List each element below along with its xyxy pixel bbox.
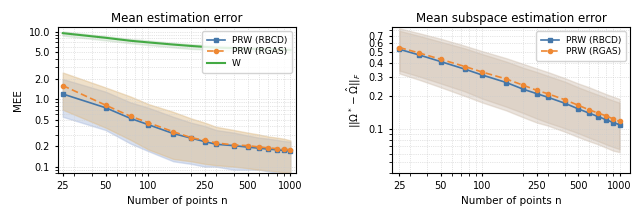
W [170,43,177,46]
PRW (RBCD) [230,144,237,147]
PRW (RGAS) [287,149,294,151]
PRW (RGAS) [609,118,617,120]
W [287,49,294,51]
PRW (RGAS) [544,92,552,95]
W [230,47,237,50]
PRW (RGAS) [212,142,220,144]
PRW (RGAS) [574,104,582,107]
Line: PRW (RBCD): PRW (RBCD) [397,48,621,126]
PRW (RBCD) [520,88,527,91]
PRW (RBCD) [280,149,288,152]
PRW (RGAS) [602,115,610,117]
W [273,48,280,51]
PRW (RGAS) [616,120,623,123]
PRW (RGAS) [102,104,109,106]
PRW (RGAS) [59,84,67,87]
Y-axis label: MEE: MEE [13,89,23,111]
PRW (RGAS) [461,65,468,68]
PRW (RGAS) [561,98,569,101]
W [145,41,152,44]
PRW (RBCD) [170,132,177,135]
PRW (RGAS) [127,115,134,118]
PRW (RBCD) [127,117,134,120]
W [244,47,252,50]
X-axis label: Number of points n: Number of points n [461,196,561,206]
PRW (RGAS) [255,146,262,148]
W [59,32,67,34]
PRW (RGAS) [533,89,541,92]
PRW (RBCD) [102,106,109,109]
W [201,46,209,48]
PRW (RGAS) [280,148,288,151]
Legend: PRW (RBCD), PRW (RGAS): PRW (RBCD), PRW (RGAS) [536,31,626,61]
Y-axis label: $||\Omega^* - \hat{\Omega}||_F$: $||\Omega^* - \hat{\Omega}||_F$ [345,72,363,128]
PRW (RBCD) [287,150,294,153]
PRW (RBCD) [437,60,445,63]
PRW (RGAS) [145,121,152,124]
PRW (RBCD) [396,48,403,51]
Title: Mean subspace estimation error: Mean subspace estimation error [415,12,607,26]
PRW (RBCD) [244,146,252,149]
PRW (RBCD) [478,74,486,76]
PRW (RGAS) [437,58,445,61]
PRW (RGAS) [415,52,423,54]
PRW (RGAS) [585,109,593,111]
Line: PRW (RGAS): PRW (RGAS) [397,46,621,123]
PRW (RGAS) [595,112,602,114]
W [102,36,109,39]
PRW (RBCD) [502,81,510,84]
W [127,40,134,42]
Line: W: W [63,33,291,50]
W [188,45,195,47]
PRW (RBCD) [188,137,195,139]
PRW (RBCD) [461,68,468,71]
PRW (RBCD) [602,118,610,121]
PRW (RGAS) [201,139,209,142]
PRW (RBCD) [595,115,602,118]
PRW (RGAS) [502,78,510,80]
W [212,46,220,49]
PRW (RBCD) [415,54,423,56]
Title: Mean estimation error: Mean estimation error [111,12,243,26]
Line: PRW (RBCD): PRW (RBCD) [61,92,292,153]
PRW (RGAS) [188,136,195,139]
W [264,48,272,51]
W [280,48,288,51]
PRW (RBCD) [273,149,280,151]
PRW (RBCD) [544,96,552,99]
PRW (RGAS) [396,46,403,49]
PRW (RGAS) [264,147,272,149]
PRW (RBCD) [585,112,593,114]
PRW (RBCD) [255,147,262,149]
X-axis label: Number of points n: Number of points n [127,196,227,206]
PRW (RBCD) [574,107,582,110]
Line: PRW (RGAS): PRW (RGAS) [61,83,292,152]
PRW (RBCD) [533,92,541,95]
PRW (RBCD) [201,140,209,143]
PRW (RGAS) [478,71,486,73]
PRW (RGAS) [230,144,237,146]
PRW (RBCD) [616,123,623,126]
PRW (RBCD) [59,93,67,95]
PRW (RBCD) [212,143,220,146]
PRW (RGAS) [273,147,280,150]
Legend: PRW (RBCD), PRW (RGAS), W: PRW (RBCD), PRW (RGAS), W [202,31,292,73]
W [255,48,262,50]
PRW (RBCD) [264,148,272,151]
PRW (RGAS) [244,144,252,147]
PRW (RBCD) [561,102,569,105]
PRW (RBCD) [609,121,617,124]
PRW (RBCD) [145,123,152,126]
PRW (RGAS) [170,130,177,133]
PRW (RGAS) [520,84,527,87]
